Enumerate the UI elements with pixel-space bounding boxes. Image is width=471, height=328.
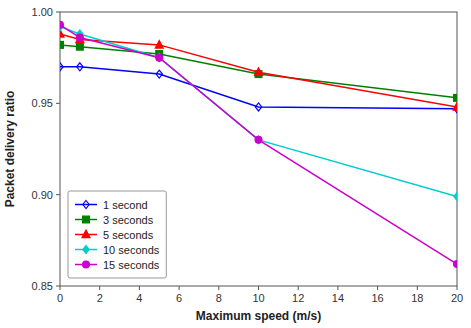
point-marker [76, 34, 83, 41]
series-line [60, 45, 457, 98]
plot-frame [60, 12, 457, 286]
x-tick-label: 4 [136, 292, 142, 304]
legend-label: 3 seconds [103, 214, 154, 226]
point-marker [454, 261, 457, 268]
x-tick-label: 12 [292, 292, 304, 304]
series-line [60, 25, 457, 264]
x-tick-label: 2 [97, 292, 103, 304]
x-tick-label: 14 [332, 292, 344, 304]
y-tick-label: 0.95 [32, 97, 53, 109]
x-tick [60, 286, 61, 290]
x-tick [377, 286, 378, 290]
x-tick [99, 286, 100, 290]
x-tick [417, 286, 418, 290]
y-tick-label: 0.85 [32, 280, 53, 292]
y-axis-label: Packet delivery ratio [3, 91, 17, 208]
x-tick [218, 286, 219, 290]
legend-marker [83, 201, 89, 209]
legend-swatch [75, 204, 97, 206]
point-marker [454, 94, 457, 101]
x-tick-label: 20 [451, 292, 463, 304]
point-marker [453, 103, 457, 111]
x-tick [139, 286, 140, 290]
point-marker [454, 192, 457, 200]
legend-marker [83, 261, 90, 268]
y-tick-label: 1.00 [32, 6, 53, 18]
y-tick [56, 12, 60, 13]
legend-marker [82, 230, 90, 238]
legend-marker [83, 216, 90, 223]
x-tick [337, 286, 338, 290]
point-marker [155, 40, 163, 48]
series-line [60, 34, 457, 107]
x-tick-label: 8 [216, 292, 222, 304]
x-tick [298, 286, 299, 290]
point-marker [255, 136, 261, 144]
point-marker [77, 63, 83, 71]
point-marker [255, 103, 261, 111]
legend-label: 15 seconds [103, 259, 160, 271]
series-line [60, 27, 457, 197]
legend-box [68, 191, 166, 278]
x-tick [179, 286, 180, 290]
chart: 0 2 4 6 8 10 12 14 16 18 20 0.85 0.90 0.95 1.00 Maximum… [0, 0, 471, 328]
x-tick [258, 286, 259, 290]
point-marker [255, 68, 263, 76]
y-tick-label: 0.90 [32, 189, 53, 201]
point-marker [76, 43, 83, 50]
point-marker [156, 70, 162, 78]
y-tick [56, 194, 60, 195]
x-tick-label: 10 [252, 292, 264, 304]
x-tick-label: 6 [176, 292, 182, 304]
plot-area [60, 12, 457, 286]
legend-label: 10 seconds [103, 244, 160, 256]
x-tick-label: 0 [57, 292, 63, 304]
legend-label: 5 seconds [103, 229, 154, 241]
legend-label: 1 second [103, 199, 148, 211]
point-marker [60, 63, 63, 71]
legend-marker [83, 246, 89, 254]
point-marker [156, 54, 163, 61]
point-marker [156, 54, 162, 62]
legend: 1 second 3 seconds 5 seconds 10 seconds 15 s… [68, 191, 166, 278]
x-tick-label: 18 [411, 292, 423, 304]
point-marker [255, 136, 262, 143]
x-axis-label: Maximum speed (m/s) [196, 309, 321, 323]
x-tick-label: 16 [371, 292, 383, 304]
point-marker [60, 41, 63, 48]
point-marker [76, 35, 84, 43]
y-tick [56, 286, 60, 287]
series-group [60, 21, 457, 267]
x-tick [457, 286, 458, 290]
y-tick [56, 103, 60, 104]
point-marker [60, 21, 63, 28]
